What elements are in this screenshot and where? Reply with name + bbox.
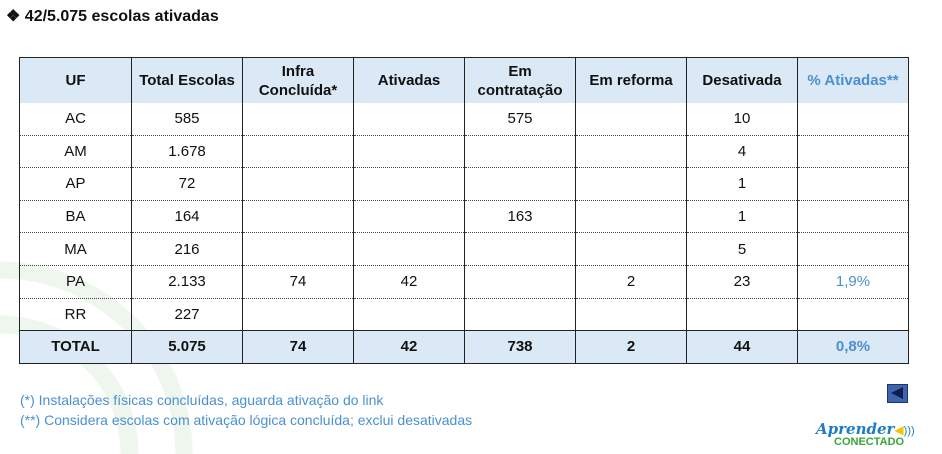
table-cell [797, 200, 909, 234]
table-cell: 216 [131, 232, 243, 266]
footnotes: (*) Instalações físicas concluídas, agua… [20, 390, 472, 430]
table-cell: AP [19, 167, 132, 201]
table-cell [242, 167, 354, 201]
table-cell [242, 103, 354, 136]
table-header-row: UF Total Escolas Infra Concluída* Ativadas E… [19, 57, 909, 103]
table-cell [464, 298, 576, 332]
total-cell: 2 [575, 330, 687, 364]
total-cell: 738 [464, 330, 576, 364]
table-cell [353, 103, 465, 136]
table-row: MA 216 5 [19, 232, 909, 266]
logo-text: Aprender [816, 420, 895, 438]
back-arrow-button[interactable] [887, 384, 908, 403]
table-cell: 74 [242, 265, 354, 299]
table-row: PA 2.133 74 42 2 23 1,9% [19, 265, 909, 299]
table-cell [575, 167, 687, 201]
footnote: (**) Considera escolas com ativação lógi… [20, 412, 473, 428]
table-cell [464, 167, 576, 201]
total-cell: 74 [242, 330, 354, 364]
signal-waves-icon: ))) [903, 425, 915, 437]
table-cell: 163 [464, 200, 576, 234]
schools-table: UF Total Escolas Infra Concluída* Ativadas E… [19, 57, 909, 364]
column-header: Desativada [686, 57, 798, 103]
table-row: BA 164 163 1 [19, 200, 909, 234]
table-cell: AM [19, 135, 132, 169]
total-cell: 0,8% [797, 330, 909, 364]
table-cell: MA [19, 232, 132, 266]
table-cell [797, 232, 909, 266]
table-cell: RR [19, 298, 132, 332]
total-cell: 42 [353, 330, 465, 364]
table-row: AP 72 1 [19, 167, 909, 201]
table-cell: 2 [575, 265, 687, 299]
table-cell [464, 135, 576, 169]
table-cell: 1 [686, 167, 798, 201]
column-header: Infra Concluída* [242, 57, 354, 103]
table-cell: 42 [353, 265, 465, 299]
table-cell [353, 167, 465, 201]
table-cell [797, 135, 909, 169]
table-cell: 10 [686, 103, 798, 136]
table-cell [353, 135, 465, 169]
table-cell [464, 265, 576, 299]
table-cell [575, 200, 687, 234]
table-cell [575, 298, 687, 332]
table-cell [353, 232, 465, 266]
table-cell: 227 [131, 298, 243, 332]
megaphone-icon: ◀ [894, 423, 904, 437]
table-cell: PA [19, 265, 132, 299]
total-row: TOTAL 5.075 74 42 738 2 44 0,8% [19, 330, 909, 364]
table-cell [797, 298, 909, 332]
page-title: ❖ 42/5.075 escolas ativadas [6, 6, 219, 26]
table-cell: 4 [686, 135, 798, 169]
table-cell: 23 [686, 265, 798, 299]
total-cell: TOTAL [19, 330, 132, 364]
column-header: UF [19, 57, 132, 103]
column-header: Em reforma [575, 57, 687, 103]
column-header: Em contratação [464, 57, 576, 103]
footnote: (*) Instalações físicas concluídas, agua… [20, 392, 384, 408]
table-cell [242, 135, 354, 169]
table-cell [575, 232, 687, 266]
table-cell [242, 232, 354, 266]
total-cell: 44 [686, 330, 798, 364]
table-cell: 1.678 [131, 135, 243, 169]
table-cell [575, 135, 687, 169]
table-cell: 1 [686, 200, 798, 234]
table-cell: 164 [131, 200, 243, 234]
table-cell: BA [19, 200, 132, 234]
table-cell [797, 103, 909, 136]
table-cell: 72 [131, 167, 243, 201]
total-cell: 5.075 [131, 330, 243, 364]
table-cell [575, 103, 687, 136]
logo-text: CONECTADO [834, 436, 905, 448]
table-cell: AC [19, 103, 132, 136]
table-cell [686, 298, 798, 332]
table-cell [797, 167, 909, 201]
table-cell: 575 [464, 103, 576, 136]
table-cell [353, 200, 465, 234]
table-cell: 5 [686, 232, 798, 266]
table-cell: 585 [131, 103, 243, 136]
table-cell: 1,9% [797, 265, 909, 299]
aprender-conectado-logo: Aprender◀))) CONECTADO [816, 420, 936, 448]
table-cell [242, 298, 354, 332]
table-cell [464, 232, 576, 266]
table-cell [242, 200, 354, 234]
table-row: AC 585 575 10 [19, 103, 909, 136]
column-header: Total Escolas [131, 57, 243, 103]
table-cell: 2.133 [131, 265, 243, 299]
diamond-bullet-icon: ❖ [6, 8, 21, 25]
column-header: Ativadas [353, 57, 465, 103]
title-text: 42/5.075 escolas ativadas [24, 8, 219, 25]
table-cell [353, 298, 465, 332]
table-row: AM 1.678 4 [19, 135, 909, 169]
column-header: % Ativadas** [797, 57, 909, 103]
table-row: RR 227 [19, 298, 909, 332]
